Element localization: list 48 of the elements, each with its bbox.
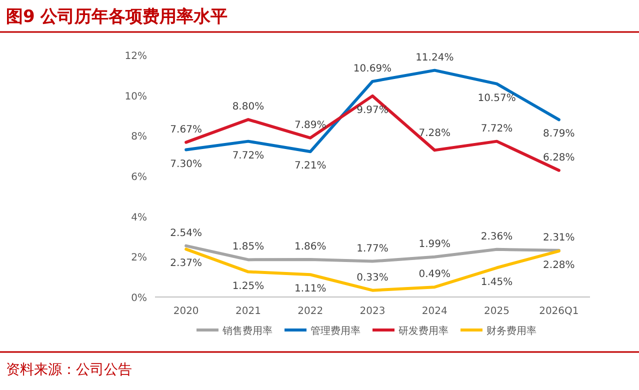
data-label: 7.28% (418, 128, 451, 140)
data-label: 1.85% (232, 242, 264, 253)
data-label: 1.45% (480, 276, 513, 288)
data-label: 1.99% (418, 238, 451, 250)
data-label: 1.11% (294, 284, 326, 295)
data-label: 10.69% (353, 63, 392, 74)
text: 资料来源：公司公告 (6, 362, 132, 378)
data-label: 7.72% (232, 150, 264, 162)
x-tick-label: 2025 (484, 306, 510, 317)
y-tick-label: 10% (124, 91, 147, 102)
legend-label: 销售费用率 (222, 325, 272, 337)
chart-title: 图9 公司历年各项费用率水平 (6, 7, 228, 27)
x-tick-label: 2024 (422, 306, 448, 317)
y-tick-label: 0% (131, 293, 147, 304)
data-label: 0.49% (418, 269, 451, 280)
y-tick-label: 8% (131, 132, 147, 143)
x-tick-label: 2020 (173, 306, 199, 317)
y-tick-label: 2% (131, 252, 147, 264)
data-label: 1.25% (232, 280, 264, 292)
data-label: 1.77% (356, 243, 388, 254)
data-label: 7.89% (294, 120, 326, 131)
data-label: 2.54% (170, 228, 202, 239)
data-label: 7.30% (170, 158, 202, 170)
data-label: 8.80% (232, 102, 264, 113)
data-label: 1.86% (294, 241, 326, 252)
y-tick-label: 6% (131, 172, 147, 183)
x-tick-label: 2022 (298, 306, 324, 317)
legend-label: 财务费用率 (486, 325, 536, 337)
x-tick-label: 2021 (235, 306, 261, 317)
legend-label: 管理费用率 (310, 325, 360, 337)
data-label: 0.33% (356, 272, 388, 284)
x-tick-label: 2026Q1 (539, 306, 579, 317)
y-tick-label: 4% (131, 212, 147, 224)
data-label: 11.24% (416, 52, 454, 64)
data-label: 2.31% (543, 232, 575, 244)
data-label: 10.57% (478, 92, 516, 104)
x-tick-label: 2023 (360, 306, 386, 317)
data-label: 8.79% (543, 128, 575, 140)
data-label: 7.67% (170, 124, 202, 136)
data-label: 7.72% (480, 123, 513, 134)
data-label: 9.97% (356, 104, 388, 116)
data-label: 6.28% (543, 152, 575, 164)
data-label: 2.28% (543, 260, 575, 272)
data-label: 7.21% (294, 160, 326, 172)
legend-label: 研发费用率 (398, 325, 448, 337)
data-label: 2.37% (170, 258, 202, 270)
data-label: 2.36% (480, 231, 513, 242)
y-tick-label: 12% (124, 51, 147, 62)
